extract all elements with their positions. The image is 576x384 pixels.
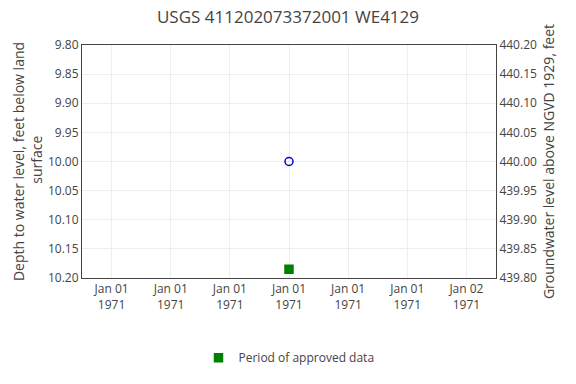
svg-text:440.15: 440.15 [499, 65, 537, 82]
svg-text:Depth to water level, feet bel: Depth to water level, feet below land su… [9, 42, 46, 281]
svg-text:440.05: 440.05 [499, 124, 537, 141]
svg-text:Jan 011971: Jan 011971 [330, 280, 365, 313]
svg-text:440.10: 440.10 [499, 94, 537, 111]
svg-text:Jan 011971: Jan 011971 [153, 280, 188, 313]
svg-text:9.80: 9.80 [55, 36, 79, 53]
svg-text:Period of approved data: Period of approved data [239, 349, 375, 366]
svg-text:Jan 011971: Jan 011971 [271, 280, 306, 313]
svg-text:439.90: 439.90 [499, 211, 537, 228]
svg-text:440.00: 440.00 [499, 153, 537, 170]
svg-text:Jan 021971: Jan 021971 [448, 280, 483, 313]
svg-text:439.95: 439.95 [499, 182, 537, 199]
svg-text:9.85: 9.85 [55, 65, 79, 82]
svg-text:9.90: 9.90 [55, 94, 79, 111]
svg-text:439.80: 439.80 [499, 269, 537, 286]
svg-text:Jan 011971: Jan 011971 [94, 280, 129, 313]
svg-text:440.20: 440.20 [499, 36, 537, 53]
svg-text:9.95: 9.95 [55, 124, 79, 141]
svg-text:Jan 011971: Jan 011971 [212, 280, 247, 313]
svg-text:10.10: 10.10 [48, 211, 79, 228]
svg-text:Jan 011971: Jan 011971 [389, 280, 424, 313]
svg-text:10.15: 10.15 [48, 240, 79, 257]
svg-text:Groundwater level above NGVD 1: Groundwater level above NGVD 1929, feet [539, 24, 558, 299]
svg-text:USGS 411202073372001 WE4129: USGS 411202073372001 WE4129 [157, 5, 419, 28]
svg-text:10.20: 10.20 [48, 269, 79, 286]
svg-text:439.85: 439.85 [499, 240, 537, 257]
svg-text:10.00: 10.00 [48, 153, 79, 170]
svg-text:10.05: 10.05 [48, 182, 79, 199]
